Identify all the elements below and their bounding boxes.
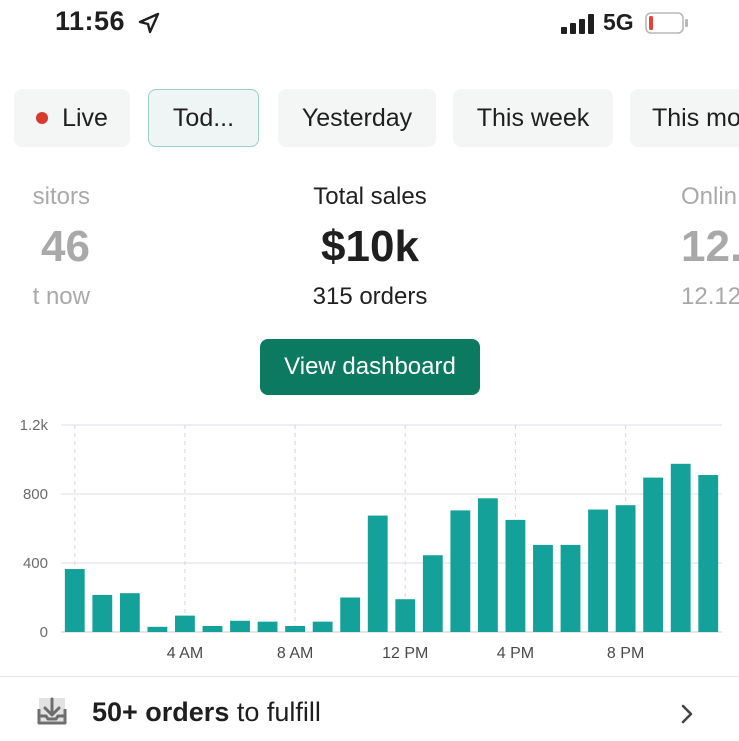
chart-bar <box>615 505 636 632</box>
date-range-tabs: Live Tod... Yesterday This week This mo <box>0 89 739 149</box>
tab-label: Yesterday <box>301 103 413 132</box>
x-tick-label: 4 PM <box>497 645 534 662</box>
chart-bar <box>64 569 85 632</box>
chart-bar <box>477 498 498 632</box>
battery-low-icon <box>645 12 688 34</box>
chart-bar <box>119 593 140 632</box>
chart-bar <box>588 509 608 632</box>
tab-label: This week <box>476 103 590 132</box>
chart-bar <box>285 625 306 632</box>
chart-bar <box>698 475 719 632</box>
hourly-sales-chart: 0 400 800 1.2k 4 AM 8 AM 12 PM 4 PM 8 PM <box>20 417 722 662</box>
metric-label: Onlin <box>681 183 738 210</box>
live-dot-icon <box>36 112 49 124</box>
y-tick-label: 400 <box>23 555 48 572</box>
metric-value: $10k <box>321 222 419 271</box>
chart-bar <box>202 625 223 632</box>
status-time: 11:56 <box>55 6 126 36</box>
chart-bar <box>670 463 691 632</box>
metric-value: 46 <box>41 222 90 271</box>
tab-today[interactable]: Tod... <box>148 89 259 147</box>
x-tick-label: 12 PM <box>382 645 428 662</box>
y-tick-label: 800 <box>23 486 48 503</box>
chart-bar <box>560 544 581 632</box>
metric-visitors[interactable]: sitors 46 t now <box>0 180 90 314</box>
chart-bar <box>643 477 664 632</box>
tab-this-month[interactable]: This mo <box>630 89 739 147</box>
location-arrow-icon <box>138 12 160 34</box>
chevron-right-icon <box>681 704 693 724</box>
x-tick-label: 8 PM <box>607 645 644 662</box>
x-tick-label: 4 AM <box>167 645 203 662</box>
metric-label: Total sales <box>313 183 427 210</box>
chart-bar <box>175 615 195 632</box>
chart-bar <box>257 621 278 632</box>
tab-this-week[interactable]: This week <box>453 89 613 147</box>
inbox-download-icon <box>37 697 67 725</box>
tab-live[interactable]: Live <box>14 89 130 147</box>
chart-bar <box>422 555 443 632</box>
fulfill-count: 50+ orders <box>92 697 230 727</box>
metric-value: 12. <box>681 222 739 271</box>
metric-sub: 315 orders <box>312 283 428 310</box>
fulfill-text: 50+ orders to fulfill <box>92 697 321 728</box>
signal-bars-icon <box>561 14 594 34</box>
chart-bar <box>92 594 113 632</box>
chart-bar <box>533 544 553 632</box>
chart-bar <box>312 621 333 632</box>
metric-sub: 12.12 <box>681 283 739 310</box>
view-dashboard-button[interactable]: View dashboard <box>260 339 480 395</box>
metric-total-sales[interactable]: Total sales $10k 315 orders <box>250 180 490 314</box>
y-tick-label: 0 <box>40 624 48 641</box>
tab-label: Tod... <box>172 103 235 132</box>
status-bar: 11:56 5G <box>0 0 739 48</box>
chart-bar <box>367 515 388 632</box>
x-tick-label: 8 AM <box>277 645 313 662</box>
chart-bar <box>450 510 471 632</box>
network-type: 5G <box>603 9 634 35</box>
chart-bar <box>147 626 168 632</box>
orders-to-fulfill-row[interactable]: 50+ orders to fulfill <box>0 676 739 741</box>
metric-online-store[interactable]: Onlin 12. 12.12 <box>681 180 739 314</box>
tab-yesterday[interactable]: Yesterday <box>278 89 436 147</box>
fulfill-rest: to fulfill <box>229 697 321 727</box>
tab-label: This mo <box>652 103 739 132</box>
metric-sub: t now <box>32 283 90 310</box>
chart-bar <box>230 620 250 632</box>
chart-bar <box>505 519 526 632</box>
chart-bar <box>340 597 361 632</box>
tab-label: Live <box>62 103 108 132</box>
y-tick-label: 1.2k <box>20 417 49 434</box>
metric-label: sitors <box>32 183 90 210</box>
chart-bar <box>395 599 416 632</box>
